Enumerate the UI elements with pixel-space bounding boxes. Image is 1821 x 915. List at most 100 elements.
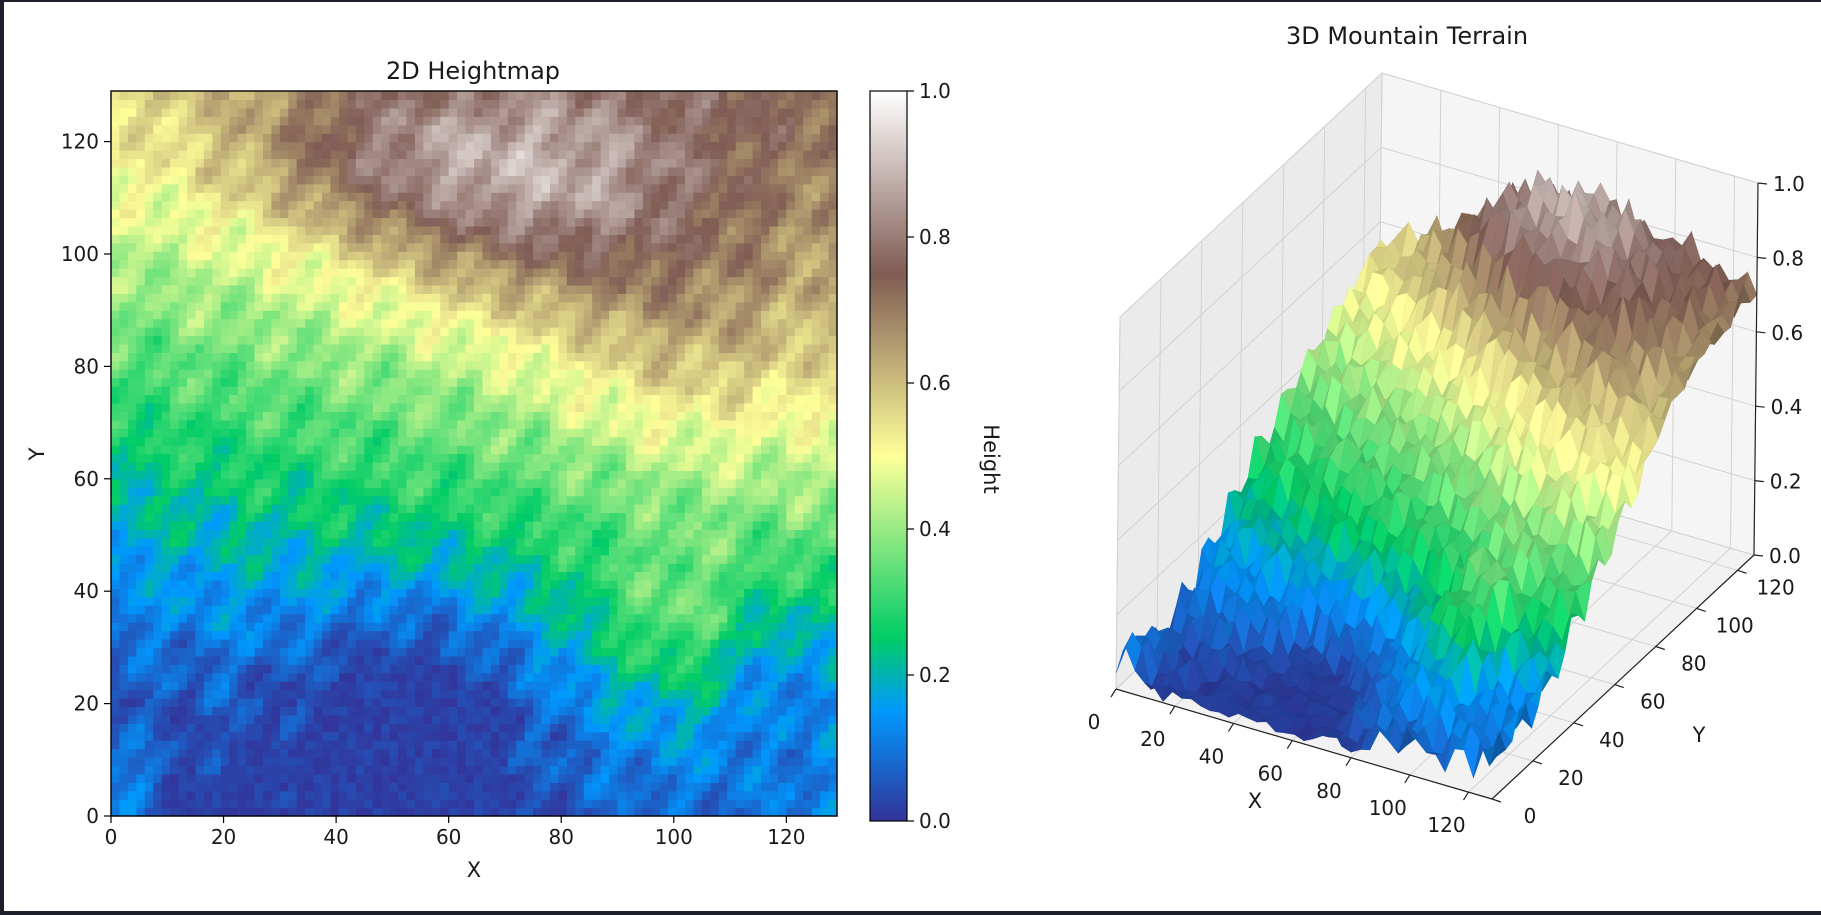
heatmap-cell <box>482 495 492 505</box>
heatmap-cell <box>575 520 585 530</box>
heatmap-cell <box>322 630 332 640</box>
heatmap-cell <box>296 436 306 446</box>
heatmap-cell <box>389 487 399 497</box>
heatmap-cell <box>659 352 669 362</box>
heatmap-cell <box>676 681 686 691</box>
heatmap-cell <box>524 773 534 783</box>
heatmap-cell <box>153 495 163 505</box>
heatmap-cell <box>609 369 619 379</box>
heatmap-cell <box>676 706 686 716</box>
heatmap-cell <box>718 773 728 783</box>
heatmap-cell <box>220 461 230 471</box>
heatmap-cell <box>820 731 830 741</box>
heatmap-cell <box>794 748 804 758</box>
heatmap-cell <box>685 327 695 337</box>
heatmap-cell <box>186 327 197 337</box>
heatmap-cell <box>761 411 771 421</box>
heatmap-cell <box>727 343 737 353</box>
heatmap-cell <box>727 638 737 648</box>
heatmap-cell <box>474 419 484 429</box>
heatmap-cell <box>389 546 399 556</box>
heatmap-cell <box>262 638 272 648</box>
heatmap-cell <box>465 723 475 733</box>
heatmap-cell <box>389 807 399 817</box>
heatmap-cell <box>617 571 627 581</box>
heatmap-cell <box>769 343 779 353</box>
heatmap-cell <box>794 352 804 362</box>
heatmap-cell <box>710 512 720 522</box>
heatmap-cell <box>642 782 652 792</box>
heatmap-cell <box>634 748 644 758</box>
heatmap-cell <box>305 554 315 564</box>
heatmap-cell <box>220 327 230 337</box>
heatmap-cell <box>465 605 475 615</box>
heatmap-cell <box>279 697 289 708</box>
heatmap-cell <box>119 706 129 716</box>
heatmap-cell <box>803 360 813 370</box>
heatmap-cell <box>127 765 137 775</box>
heatmap-cell <box>693 723 703 733</box>
heatmap-cell <box>220 402 230 412</box>
heatmap-cell <box>296 478 306 488</box>
heatmap-cell <box>676 512 686 522</box>
heatmap-cell <box>119 807 129 817</box>
heatmap-cell <box>364 740 374 750</box>
heatmap-cell <box>592 445 602 455</box>
heatmap-cell <box>592 588 602 598</box>
heatmap-cell <box>474 529 484 539</box>
heatmap-cell <box>136 402 146 412</box>
heatmap-cell <box>727 689 737 699</box>
heatmap-cell <box>744 588 754 598</box>
heatmap-cell <box>271 352 281 362</box>
heatmap-cell <box>600 664 610 674</box>
heatmap-cell <box>237 596 247 606</box>
heatmap-cell <box>575 664 585 674</box>
heatmap-cell <box>170 495 180 505</box>
heatmap-cell <box>634 360 644 370</box>
heatmap-cell <box>701 664 711 674</box>
heatmap-cell <box>313 461 323 471</box>
heatmap-cell <box>752 369 762 379</box>
heatmap-cell <box>355 790 365 800</box>
heatmap-cell <box>499 672 509 682</box>
heatmap-cell <box>609 394 619 404</box>
heatmap-cell <box>541 571 551 581</box>
heatmap-cell <box>735 605 745 615</box>
heatmap-cell <box>583 605 593 615</box>
heatmap-cell <box>288 790 298 800</box>
heatmap-cell <box>685 335 695 345</box>
heatmap-cell <box>203 630 213 640</box>
heatmap-cell <box>777 428 787 438</box>
heatmap-cell <box>338 672 348 682</box>
heatmap-cell <box>347 436 357 446</box>
heatmap-cell <box>794 419 804 429</box>
heatmap-cell <box>220 731 230 741</box>
heatmap-cell <box>828 453 838 463</box>
heatmap-cell <box>364 445 374 455</box>
heatmap-cell <box>313 453 323 463</box>
heatmap-cell <box>727 563 737 573</box>
heatmap-cell <box>448 756 458 767</box>
heatmap-cell <box>676 537 686 547</box>
heatmap-cell <box>212 588 222 598</box>
heatmap-cell <box>262 512 272 522</box>
heatmap-cell <box>566 790 576 800</box>
heatmap-cell <box>406 807 416 817</box>
heatmap-cell <box>609 714 619 724</box>
heatmap-cell <box>811 605 821 615</box>
heatmap-cell <box>516 327 526 337</box>
heatmap-cell <box>676 807 686 817</box>
heatmap-cell <box>389 579 399 589</box>
heatmap-cell <box>685 782 695 792</box>
heatmap-cell <box>220 613 230 623</box>
heatmap-cell <box>474 520 484 530</box>
heatmap-cell <box>794 327 804 337</box>
heatmap-cell <box>347 579 357 589</box>
heatmap-cell <box>600 807 610 817</box>
heatmap-cell <box>372 638 382 648</box>
heatmap-cell <box>322 605 332 615</box>
heatmap-cell <box>414 714 424 724</box>
heatmap-cell <box>153 554 163 564</box>
heatmap-cell <box>490 419 500 429</box>
heatmap-cell <box>727 369 737 379</box>
